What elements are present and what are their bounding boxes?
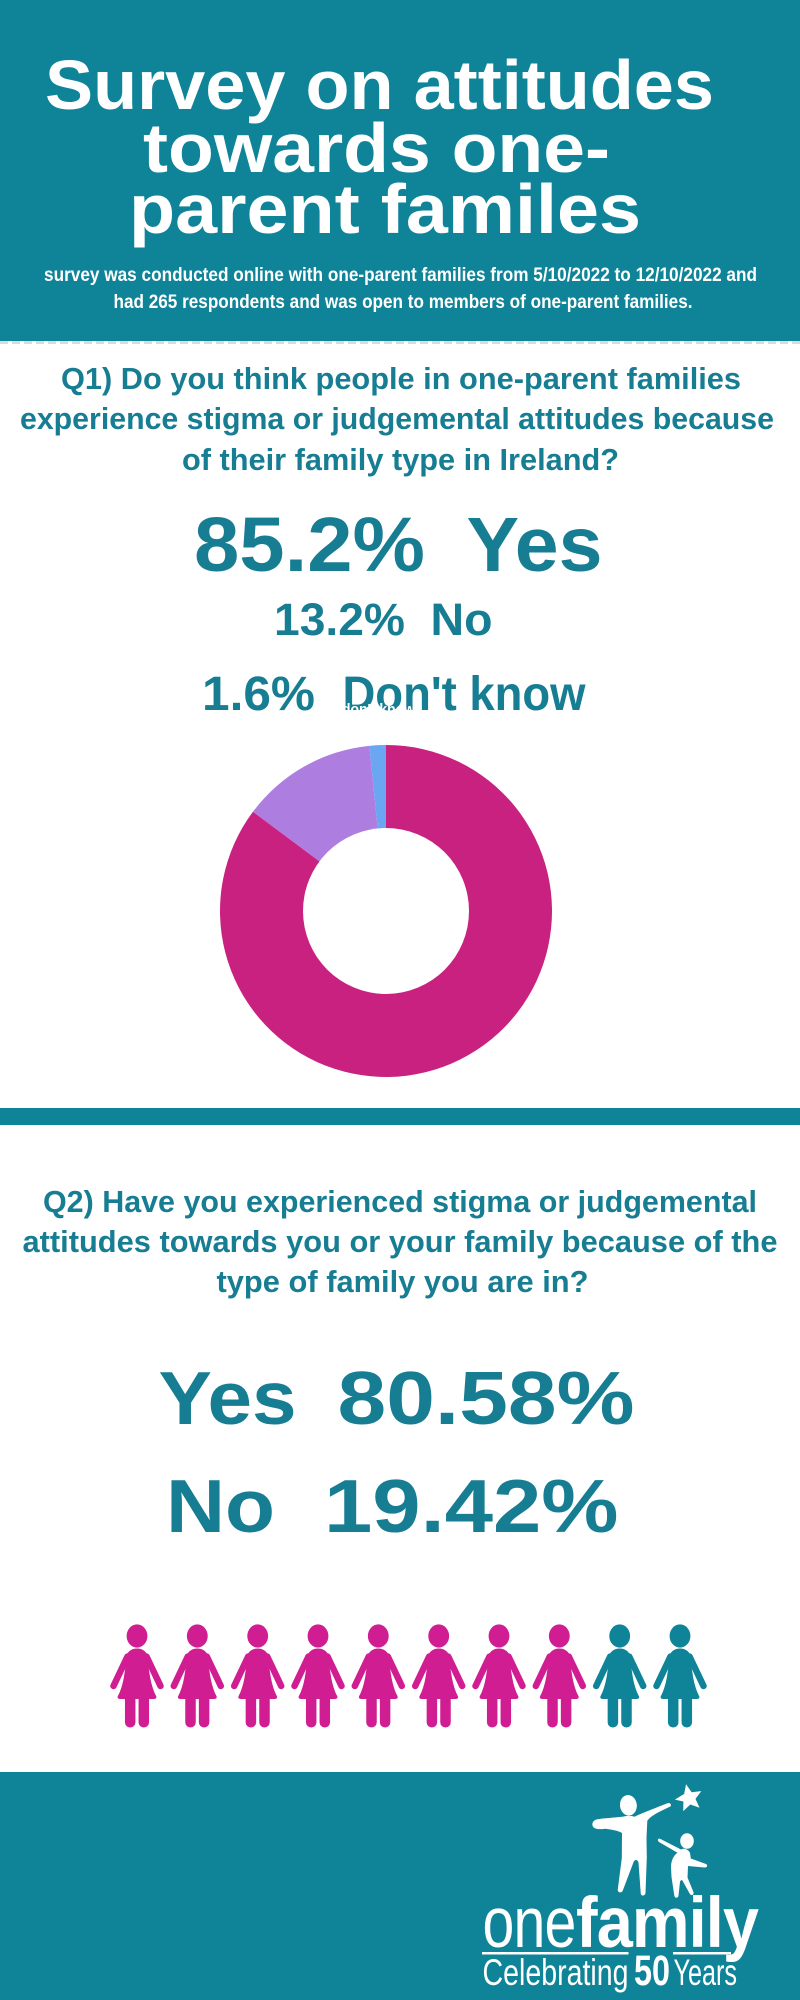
svg-text:1.6%: 1.6% <box>202 668 315 721</box>
svg-text:Yes: Yes <box>159 1356 297 1440</box>
svg-text:50: 50 <box>634 1947 670 1995</box>
svg-text:Survey on attitudes: Survey on attitudes <box>45 46 714 124</box>
svg-text:Celebrating: Celebrating <box>483 1952 629 1993</box>
svg-text:towards one-: towards one- <box>143 109 610 187</box>
svg-text:type of family you are in?: type of family you are in? <box>217 1264 589 1299</box>
svg-text:Q1) Do you think people in one: Q1) Do you think people in one-parent fa… <box>61 361 741 396</box>
svg-text:80.58%: 80.58% <box>338 1356 635 1440</box>
svg-text:attitudes towards you or your: attitudes towards you or your family bec… <box>23 1224 778 1259</box>
svg-text:No: No <box>431 594 493 645</box>
svg-text:don't know: don't know <box>342 701 415 718</box>
svg-text:19.42%: 19.42% <box>324 1464 619 1548</box>
svg-text:parent familes: parent familes <box>129 170 641 248</box>
svg-text:85.2%: 85.2% <box>194 502 425 588</box>
svg-text:Q2) Have you experienced stigm: Q2) Have you experienced stigma or judge… <box>43 1184 757 1219</box>
svg-text:13.2%: 13.2% <box>274 594 405 645</box>
svg-text:of their family type in Irelan: of their family type in Ireland? <box>182 442 619 477</box>
svg-text:survey was conducted online wi: survey was conducted online with one-par… <box>44 265 757 286</box>
svg-text:Years: Years <box>674 1952 738 1993</box>
svg-text:one: one <box>483 1883 576 1963</box>
svg-text:Don't know: Don't know <box>343 668 587 721</box>
svg-text:had 265 respondents and was op: had 265 respondents and was open to memb… <box>114 292 693 313</box>
svg-text:family: family <box>576 1883 759 1963</box>
svg-text:experience stigma or judgement: experience stigma or judgemental attitud… <box>20 401 774 436</box>
svg-text:Yes: Yes <box>467 502 603 588</box>
svg-text:No: No <box>166 1464 275 1548</box>
